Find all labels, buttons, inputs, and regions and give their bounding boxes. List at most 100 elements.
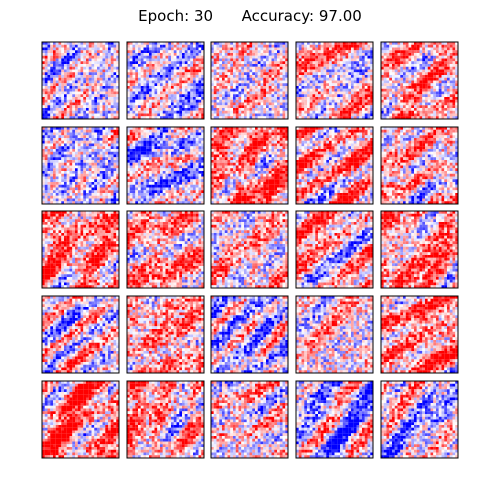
heatmap-cell	[55, 72, 59, 76]
heatmap-cell	[61, 66, 65, 70]
heatmap-cell	[99, 50, 103, 54]
heatmap-cell	[211, 110, 214, 114]
heatmap-cell	[154, 140, 158, 144]
heatmap-cell	[452, 108, 456, 111]
heatmap-cell	[171, 86, 174, 89]
heatmap-cell	[86, 44, 89, 48]
heatmap-cell	[318, 75, 321, 78]
heatmap-cell	[334, 42, 338, 45]
heatmap-cell	[364, 44, 368, 48]
heatmap-cell	[99, 116, 103, 120]
heatmap-cell	[69, 171, 73, 174]
heatmap-cell	[113, 149, 117, 152]
heatmap-cell	[110, 53, 114, 56]
heatmap-cell	[108, 66, 111, 70]
heatmap-cell	[455, 42, 459, 45]
heatmap-cell	[99, 66, 103, 70]
heatmap-cell	[260, 55, 264, 59]
heatmap-cell	[97, 86, 100, 89]
heatmap-cell	[173, 135, 177, 139]
heatmap-cell	[138, 44, 141, 48]
heatmap-cell	[301, 86, 305, 89]
heatmap-cell	[105, 86, 109, 89]
heatmap-cell	[91, 190, 95, 194]
heatmap-cell	[53, 105, 56, 109]
heatmap-cell	[182, 143, 185, 147]
heatmap-cell	[168, 105, 172, 109]
heatmap-cell	[149, 146, 152, 150]
heatmap-cell	[149, 77, 152, 81]
heatmap-cell	[86, 91, 89, 95]
heatmap-cell	[110, 154, 114, 158]
heatmap-cell	[389, 50, 393, 54]
heatmap-cell	[416, 86, 420, 89]
heatmap-cell	[47, 173, 51, 177]
heatmap-cell	[309, 105, 313, 109]
heatmap-cell	[64, 53, 67, 56]
heatmap-cell	[244, 113, 247, 117]
heatmap-cell	[233, 102, 236, 106]
heatmap-cell	[162, 105, 166, 109]
heatmap-cell	[80, 99, 84, 103]
heatmap-cell	[198, 129, 202, 133]
heatmap-cell	[149, 138, 152, 141]
heatmap-cell	[452, 80, 456, 84]
heatmap-cell	[433, 61, 437, 65]
heatmap-cell	[160, 47, 163, 51]
heatmap-cell	[61, 173, 65, 177]
heatmap-cell	[271, 108, 275, 111]
heatmap-cell	[99, 140, 103, 144]
heatmap-cell	[400, 80, 404, 84]
heatmap-cell	[233, 50, 236, 54]
heatmap-cell	[436, 44, 439, 48]
heatmap-cell	[230, 64, 234, 67]
heatmap-cell	[108, 69, 111, 73]
heatmap-cell	[224, 66, 228, 70]
heatmap-cell	[422, 77, 426, 81]
heatmap-cell	[405, 53, 409, 56]
heatmap-cell	[367, 116, 371, 120]
heatmap-cell	[105, 135, 109, 139]
heatmap-cell	[277, 47, 280, 51]
heatmap-cell	[370, 72, 374, 76]
heatmap-cell	[72, 195, 76, 199]
heatmap-cell	[298, 64, 302, 67]
heatmap-cell	[238, 55, 242, 59]
heatmap-cell	[154, 42, 158, 45]
heatmap-cell	[427, 47, 431, 51]
heatmap-cell	[146, 50, 150, 54]
heatmap-cell	[213, 108, 217, 111]
heatmap-cell	[190, 75, 194, 78]
heatmap-cell	[94, 108, 98, 111]
heatmap-cell	[230, 86, 234, 89]
heatmap-cell	[138, 151, 141, 155]
heatmap-cell	[331, 102, 335, 106]
heatmap-cell	[337, 86, 341, 89]
heatmap-cell	[201, 44, 205, 48]
heatmap-cell	[351, 102, 354, 106]
heatmap-cell	[255, 47, 258, 51]
heatmap-cell	[110, 187, 114, 191]
heatmap-cell	[246, 61, 250, 65]
heatmap-cell	[110, 83, 114, 87]
heatmap-cell	[99, 47, 103, 51]
heatmap-cell	[94, 176, 98, 180]
heatmap-cell	[257, 105, 261, 109]
heatmap-cell	[132, 91, 136, 95]
heatmap-cell	[53, 149, 56, 152]
heatmap-cell	[83, 91, 87, 95]
heatmap-cell	[353, 94, 357, 98]
heatmap-cell	[50, 42, 54, 45]
heatmap-cell	[58, 160, 62, 163]
heatmap-cell	[129, 94, 133, 98]
heatmap-cell	[400, 53, 404, 56]
heatmap-cell	[108, 176, 111, 180]
heatmap-cell	[348, 42, 352, 45]
heatmap-cell	[42, 149, 45, 152]
heatmap-cell	[77, 75, 81, 78]
heatmap-cell	[44, 50, 48, 54]
heatmap-cell	[86, 105, 89, 109]
heatmap-cell	[69, 55, 73, 59]
heatmap-cell	[419, 91, 423, 95]
heatmap-cell	[108, 157, 111, 161]
